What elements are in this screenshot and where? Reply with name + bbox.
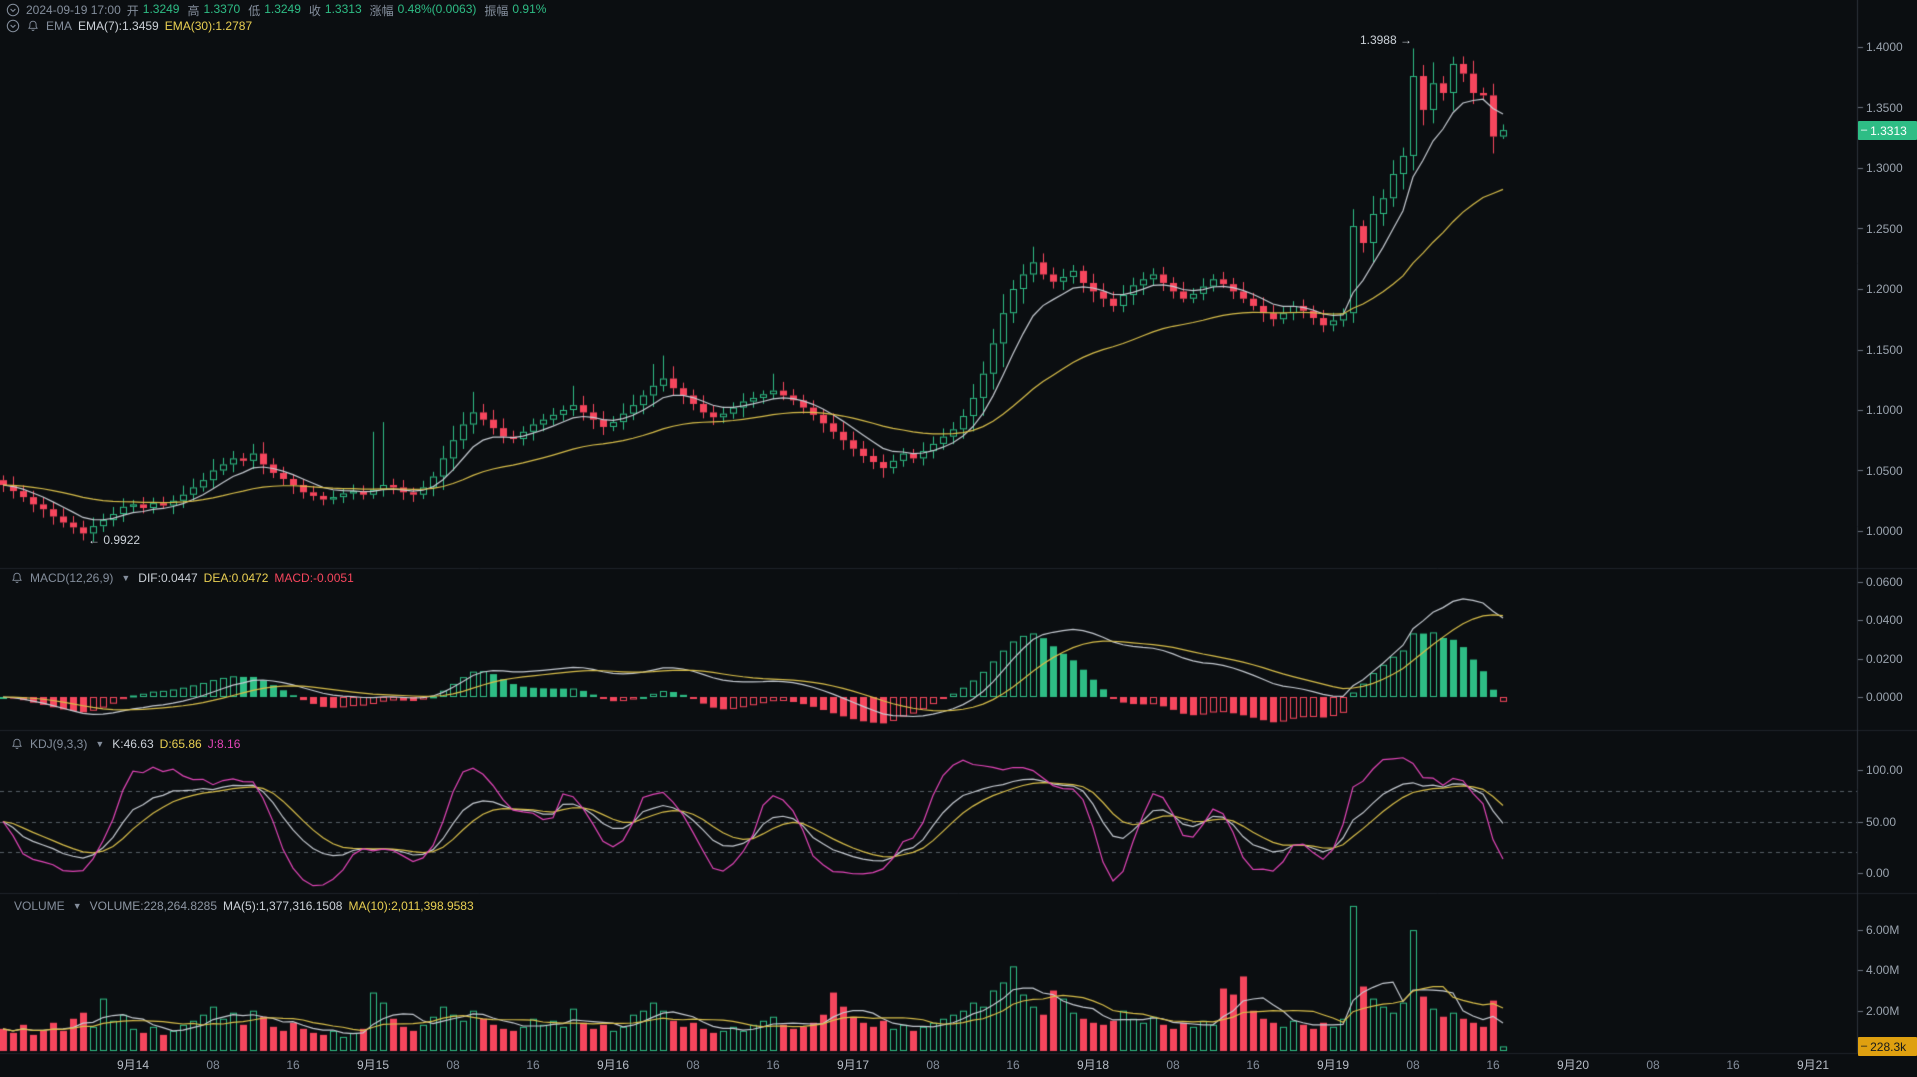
ohlc-field-value: 1.3370	[203, 1, 241, 16]
last-volume-badge: – 228.3k	[1858, 1037, 1917, 1056]
price-axis-label: 1.0000	[1866, 524, 1903, 538]
ohlc-field-value: 0.91%	[512, 1, 547, 16]
time-axis-label: 08	[926, 1058, 940, 1072]
marked-low-annotation: ← 0.9922	[88, 533, 141, 547]
macd-axis-label: 0.0400	[1866, 613, 1903, 628]
ohlc-field: 开 1.3249	[127, 2, 180, 19]
kdj-axis-label: 50.00	[1866, 814, 1897, 829]
ema7-value: EMA(7):1.3459	[78, 19, 159, 33]
time-axis-label: 16	[1006, 1058, 1020, 1072]
volume-axis-label: 4.00M	[1866, 963, 1900, 978]
time-axis-label: 9月18	[1076, 1058, 1110, 1072]
price-axis-label: 1.3500	[1866, 100, 1903, 115]
ohlc-field: 低 1.3249	[248, 2, 301, 19]
candle-timestamp: 2024-09-19 17:00	[26, 3, 121, 17]
ohlc-field-value: 0.48%(0.0063)	[397, 1, 477, 16]
price-axis-label: 1.0500	[1866, 463, 1903, 478]
kdj-k-value: K:46.63	[112, 737, 154, 751]
chevron-down-icon[interactable]: ▼	[72, 901, 82, 911]
ema-header-row: EMA EMA(7):1.3459 EMA(30):1.2787	[6, 18, 252, 34]
volume-header-row: VOLUME ▼ VOLUME:228,264.8285 MA(5):1,377…	[14, 898, 474, 914]
alert-bell-icon[interactable]	[10, 571, 24, 585]
ohlc-field-label: 高	[187, 3, 200, 18]
last-volume-value: 228.3k	[1870, 1039, 1907, 1054]
macd-header-row: MACD(12,26,9) ▼ DIF:0.0447 DEA:0.0472 MA…	[10, 570, 354, 586]
time-axis-label: 16	[1726, 1058, 1740, 1072]
time-axis-label: 08	[446, 1058, 460, 1072]
collapse-chevron-icon[interactable]	[6, 3, 20, 17]
ohlc-field: 振幅 0.91%	[484, 2, 546, 19]
kdj-d-value: D:65.86	[159, 737, 202, 751]
kdj-axis-label: 0.00	[1866, 866, 1890, 880]
ohlc-field-label: 涨幅	[369, 3, 394, 18]
alert-bell-icon[interactable]	[26, 19, 40, 33]
ohlc-header-row: 2024-09-19 17:00 开 1.3249 高 1.3370 低 1.3249 收 1…	[6, 2, 546, 18]
last-price-value: 1.3313	[1870, 123, 1907, 138]
ema30-value: EMA(30):1.2787	[164, 19, 253, 33]
volume-ma10-value: MA(10):2,011,398.9583	[348, 899, 474, 913]
volume-axis-label: 2.00M	[1866, 1003, 1900, 1018]
ohlc-field-label: 开	[126, 3, 139, 18]
ema-indicator-name[interactable]: EMA	[46, 19, 73, 33]
ohlc-field: 涨幅 0.48%(0.0063)	[370, 2, 477, 19]
time-axis-label: 9月14	[116, 1058, 150, 1072]
price-axis-label: 1.1000	[1866, 403, 1903, 417]
time-axis-label: 08	[206, 1058, 220, 1072]
macd-hist-value: MACD:-0.0051	[274, 571, 354, 585]
macd-axis-label: 0.0000	[1866, 690, 1903, 704]
macd-dif-value: DIF:0.0447	[138, 571, 198, 585]
last-price-badge: – 1.3313	[1858, 121, 1917, 140]
ohlc-field-value: 1.3313	[324, 1, 362, 16]
price-axis-label: 1.1500	[1866, 342, 1903, 357]
time-axis-label: 9月21	[1796, 1058, 1830, 1072]
ohlc-field-label: 收	[308, 3, 321, 18]
ohlc-field-value: 1.3249	[264, 1, 301, 16]
kdj-axis-label: 100.00	[1866, 763, 1903, 777]
time-axis-label: 9月16	[596, 1058, 630, 1072]
ohlc-fields: 开 1.3249 高 1.3370 低 1.3249 收 1.3313 涨幅 0.48%(0.00…	[127, 2, 547, 19]
time-axis-label: 16	[286, 1058, 300, 1072]
collapse-chevron-icon[interactable]	[6, 19, 20, 33]
macd-title[interactable]: MACD(12,26,9)	[30, 571, 114, 585]
kdj-title[interactable]: KDJ(9,3,3)	[30, 737, 88, 751]
time-axis-label: 16	[1246, 1058, 1260, 1072]
alert-bell-icon[interactable]	[10, 737, 24, 751]
macd-dea-value: DEA:0.0472	[203, 571, 269, 585]
volume-title[interactable]: VOLUME	[14, 899, 65, 913]
price-axis-label: 1.3000	[1866, 161, 1903, 175]
ohlc-field: 收 1.3313	[309, 2, 362, 19]
chevron-down-icon[interactable]: ▼	[95, 739, 105, 749]
time-axis-label: 08	[1646, 1058, 1660, 1072]
time-axis-label: 9月15	[356, 1058, 390, 1072]
time-axis-label: 9月17	[836, 1058, 870, 1072]
ohlc-field-label: 振幅	[484, 3, 509, 18]
volume-value: VOLUME:228,264.8285	[89, 899, 218, 913]
time-axis-label: 9月19	[1316, 1058, 1350, 1072]
volume-ma5-value: MA(5):1,377,316.1508	[223, 899, 343, 913]
time-axis-label: 08	[1406, 1058, 1420, 1072]
ohlc-field-value: 1.3249	[142, 1, 180, 16]
time-axis-label: 9月20	[1556, 1058, 1590, 1072]
price-tick-dash: –	[1861, 124, 1868, 136]
volume-tick-dash: –	[1861, 1040, 1868, 1052]
kdj-header-row: KDJ(9,3,3) ▼ K:46.63 D:65.86 J:8.16	[10, 736, 240, 752]
time-axis-label: 08	[1166, 1058, 1180, 1072]
volume-axis-label: 6.00M	[1866, 923, 1900, 938]
chevron-down-icon[interactable]: ▼	[121, 573, 131, 583]
ohlc-field: 高 1.3370	[187, 2, 240, 19]
time-axis-label: 16	[766, 1058, 780, 1072]
kdj-j-value: J:8.16	[207, 737, 241, 751]
price-axis-label: 1.2500	[1866, 221, 1903, 236]
time-axis-label: 16	[1486, 1058, 1500, 1072]
macd-axis-label: 0.0600	[1866, 575, 1903, 589]
marked-high-annotation: 1.3988 →	[1359, 33, 1412, 47]
price-axis-label: 1.2000	[1866, 282, 1903, 296]
time-axis-label: 16	[526, 1058, 540, 1072]
macd-axis-label: 0.0200	[1866, 651, 1903, 666]
price-axis-label: 1.4000	[1866, 40, 1903, 54]
ohlc-field-label: 低	[248, 3, 261, 18]
time-axis-label: 08	[686, 1058, 700, 1072]
